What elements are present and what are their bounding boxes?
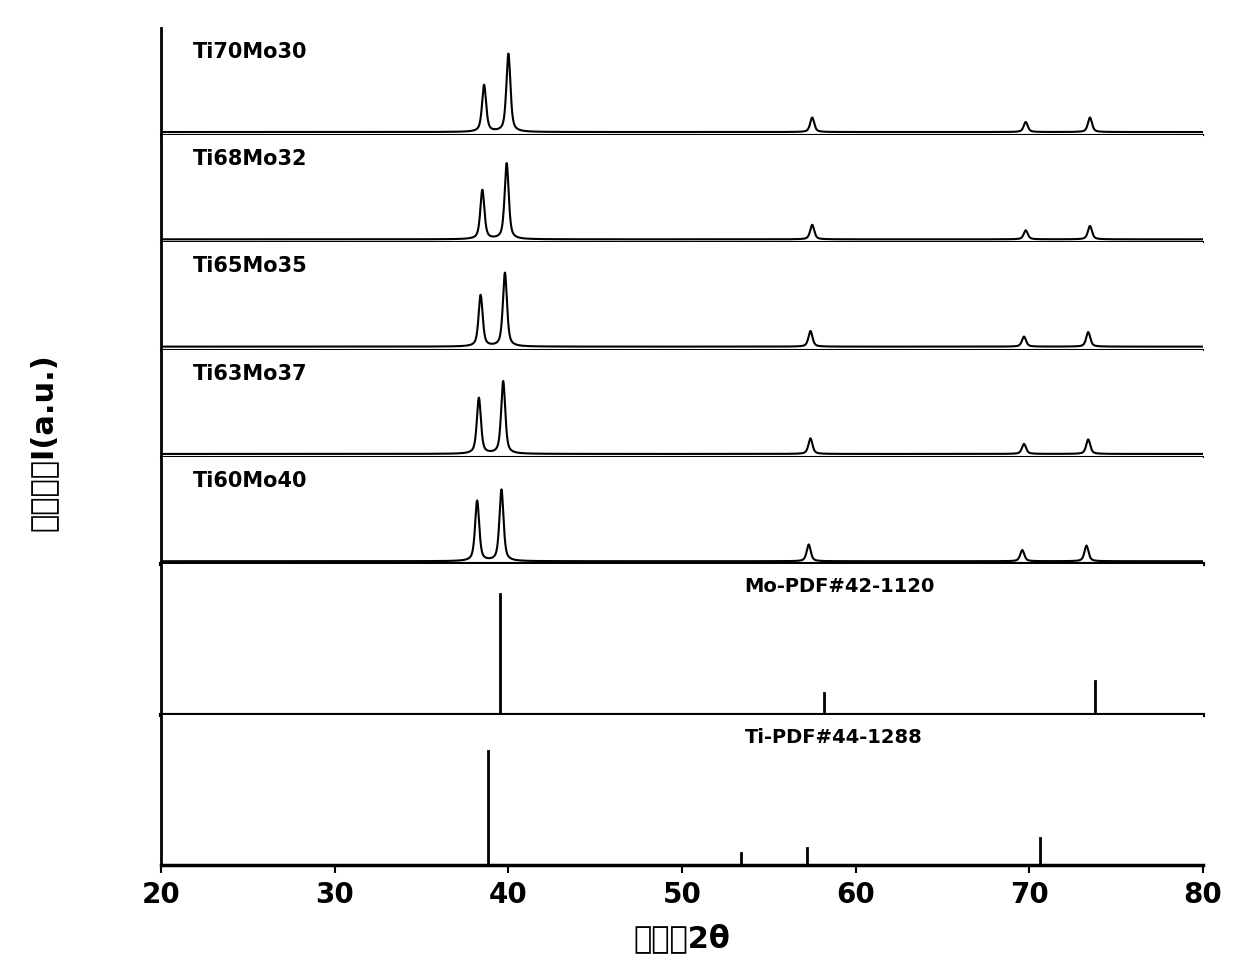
Text: Ti63Mo37: Ti63Mo37: [192, 363, 308, 383]
Text: 衍射强度I(a.u.): 衍射强度I(a.u.): [29, 354, 58, 530]
X-axis label: 衍射角2θ: 衍射角2θ: [634, 922, 730, 951]
Text: Ti68Mo32: Ti68Mo32: [192, 149, 308, 169]
Text: Mo-PDF#42-1120: Mo-PDF#42-1120: [744, 577, 935, 596]
Text: Ti70Mo30: Ti70Mo30: [192, 41, 308, 62]
Text: Ti60Mo40: Ti60Mo40: [192, 471, 308, 490]
Text: Ti-PDF#44-1288: Ti-PDF#44-1288: [744, 727, 923, 746]
Text: Ti65Mo35: Ti65Mo35: [192, 256, 308, 276]
